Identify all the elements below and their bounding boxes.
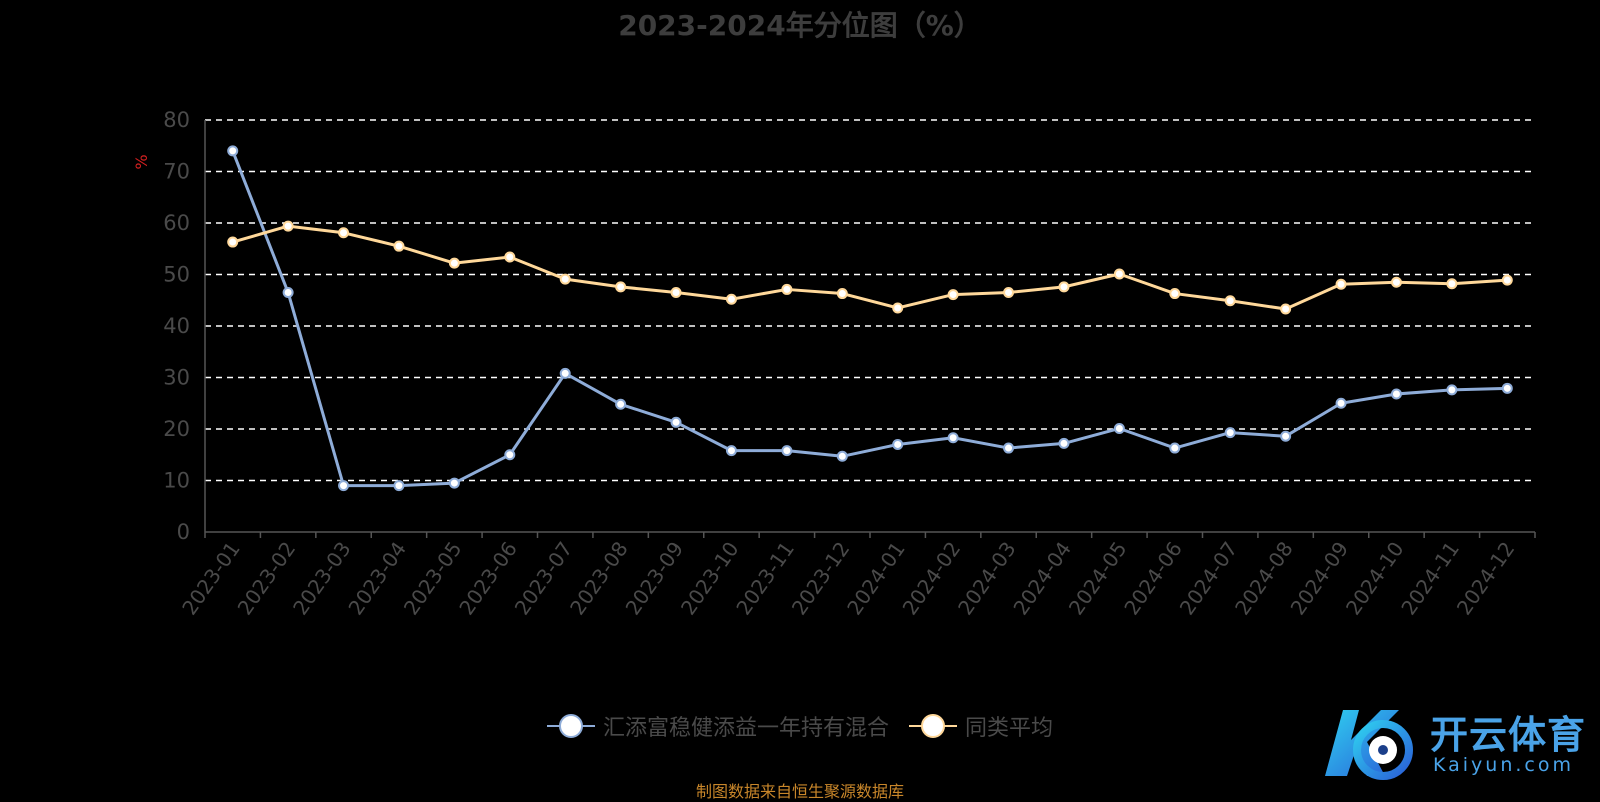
data-point[interactable] xyxy=(504,449,516,461)
grid-lines xyxy=(205,119,1535,482)
y-tick-label: 60 xyxy=(163,211,190,235)
legend-label-average: 同类平均 xyxy=(965,716,1054,741)
y-tick-label: 70 xyxy=(163,160,190,184)
y-tick-label: 20 xyxy=(163,417,190,441)
data-point[interactable] xyxy=(836,450,848,462)
data-point[interactable] xyxy=(1280,303,1292,315)
data-point[interactable] xyxy=(836,288,848,300)
data-point[interactable] xyxy=(1003,442,1015,454)
data-point[interactable] xyxy=(282,287,294,299)
data-point[interactable] xyxy=(448,257,460,269)
data-point[interactable] xyxy=(1113,268,1125,280)
data-point[interactable] xyxy=(1058,437,1070,449)
kaiyun-logo-icon xyxy=(1325,710,1413,780)
legend-label-fund: 汇添富稳健添益一年持有混合 xyxy=(602,716,889,741)
data-point[interactable] xyxy=(1390,388,1402,400)
data-point[interactable] xyxy=(781,283,793,295)
y-axis-label: % xyxy=(132,154,151,169)
data-point[interactable] xyxy=(1169,442,1181,454)
data-point[interactable] xyxy=(670,416,682,428)
data-point[interactable] xyxy=(1113,422,1125,434)
watermark-cn: 开云体育 xyxy=(1430,713,1587,757)
data-point[interactable] xyxy=(1335,397,1347,409)
legend-item-fund[interactable]: 汇添富稳健添益一年持有混合 xyxy=(546,710,889,742)
source-note: 制图数据来自恒生聚源数据库 xyxy=(695,782,904,801)
data-point[interactable] xyxy=(1169,288,1181,300)
watermark-en: Kaiyun.com xyxy=(1433,754,1574,776)
data-point[interactable] xyxy=(725,445,737,457)
data-point[interactable] xyxy=(504,251,516,263)
watermark-logo: 开云体育 Kaiyun.com xyxy=(1315,698,1595,788)
data-point[interactable] xyxy=(892,302,904,314)
y-tick-label: 30 xyxy=(163,366,190,390)
data-point[interactable] xyxy=(227,236,239,248)
data-point[interactable] xyxy=(1501,274,1513,286)
data-point[interactable] xyxy=(1058,281,1070,293)
y-tick-label: 10 xyxy=(163,469,190,493)
data-point[interactable] xyxy=(282,220,294,232)
data-point[interactable] xyxy=(670,287,682,299)
data-point[interactable] xyxy=(1446,278,1458,290)
data-point[interactable] xyxy=(1224,427,1236,439)
data-point[interactable] xyxy=(448,477,460,489)
data-point[interactable] xyxy=(615,281,627,293)
x-tick-label: 2024-12 xyxy=(1452,537,1520,619)
y-tick-label: 50 xyxy=(163,263,190,287)
y-tick-label: 40 xyxy=(163,314,190,338)
y-tick-label: 80 xyxy=(163,108,190,132)
series-lines xyxy=(227,145,1513,492)
data-point[interactable] xyxy=(338,480,350,492)
line-chart: 010203040506070802023-012023-022023-0320… xyxy=(132,108,1536,619)
legend-swatch-average-icon xyxy=(909,714,957,738)
data-point[interactable] xyxy=(615,398,627,410)
data-point[interactable] xyxy=(1335,278,1347,290)
data-point[interactable] xyxy=(559,273,571,285)
legend-item-average[interactable]: 同类平均 xyxy=(909,710,1053,742)
chart-title: 2023-2024年分位图（%） xyxy=(618,9,982,42)
data-point[interactable] xyxy=(1446,384,1458,396)
data-point[interactable] xyxy=(947,289,959,301)
y-tick-label: 0 xyxy=(177,520,190,544)
data-point[interactable] xyxy=(1224,295,1236,307)
data-point[interactable] xyxy=(393,480,405,492)
series-line xyxy=(232,224,1508,311)
data-point[interactable] xyxy=(338,227,350,239)
data-point[interactable] xyxy=(1003,287,1015,299)
data-point[interactable] xyxy=(1390,276,1402,288)
legend: 汇添富稳健添益一年持有混合 同类平均 xyxy=(0,710,1600,742)
axes: 010203040506070802023-012023-022023-0320… xyxy=(163,108,1536,619)
data-point[interactable] xyxy=(947,432,959,444)
data-point[interactable] xyxy=(1501,382,1513,394)
data-point[interactable] xyxy=(393,240,405,252)
data-point[interactable] xyxy=(892,438,904,450)
legend-swatch-fund-icon xyxy=(546,714,595,738)
data-point[interactable] xyxy=(1280,430,1292,442)
data-point[interactable] xyxy=(559,367,571,379)
data-point[interactable] xyxy=(781,445,793,457)
data-point[interactable] xyxy=(227,145,239,157)
data-point[interactable] xyxy=(725,293,737,305)
series-line xyxy=(231,150,1508,488)
